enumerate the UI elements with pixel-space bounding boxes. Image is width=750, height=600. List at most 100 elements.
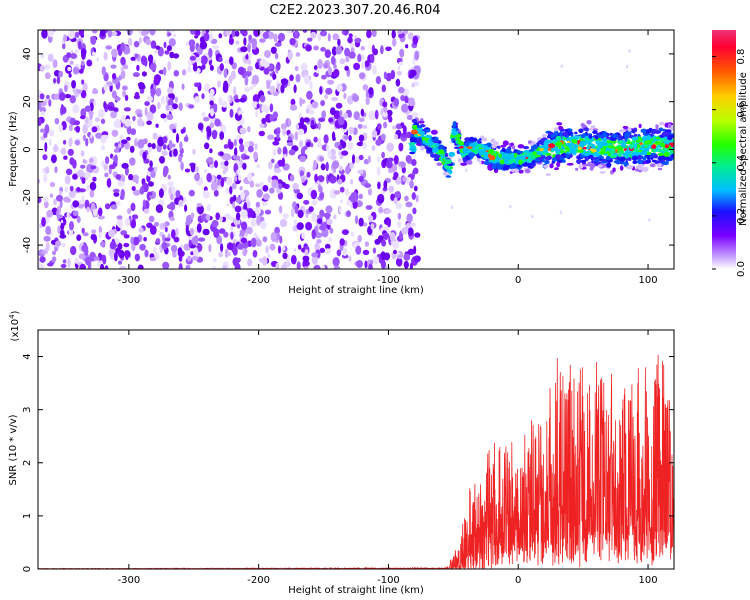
noise-speckle <box>100 136 107 144</box>
noise-speckle <box>232 201 236 209</box>
noise-speckle <box>383 106 388 113</box>
noise-speckle <box>184 168 191 173</box>
noise-speckle <box>296 222 304 231</box>
faint-speckle <box>465 168 468 173</box>
noise-speckle <box>209 64 214 71</box>
noise-speckle <box>414 50 420 61</box>
noise-speckle <box>39 128 46 133</box>
signal-speckle <box>640 156 648 159</box>
noise-speckle <box>372 48 379 56</box>
noise-speckle <box>91 126 98 133</box>
signal-speckle <box>601 133 608 138</box>
signal-speckle <box>511 168 515 173</box>
noise-speckle <box>323 134 329 144</box>
noise-speckle <box>247 126 251 133</box>
signal-speckle <box>565 153 570 159</box>
noise-speckle <box>98 108 105 119</box>
noise-speckle <box>79 263 86 269</box>
signal-speckle <box>491 143 497 149</box>
noise-speckle <box>319 226 327 231</box>
noise-speckle <box>274 42 282 47</box>
noise-speckle <box>122 64 129 70</box>
signal-speckle <box>438 145 443 151</box>
noise-speckle <box>280 84 285 94</box>
noise-speckle <box>364 60 370 68</box>
signal-speckle <box>499 160 505 165</box>
noise-speckle <box>305 221 313 231</box>
signal-speckle <box>601 158 608 162</box>
noise-speckle <box>130 56 136 61</box>
noise-speckle <box>409 69 417 77</box>
noise-speckle <box>60 263 67 269</box>
signal-speckle <box>445 175 452 178</box>
noise-speckle <box>65 198 72 203</box>
noise-speckle <box>211 220 219 228</box>
noise-speckle <box>311 229 317 240</box>
noise-speckle <box>150 40 157 49</box>
noise-speckle <box>269 243 276 251</box>
faint-speckle <box>397 66 401 70</box>
signal-speckle <box>641 166 649 172</box>
noise-speckle <box>224 59 231 64</box>
noise-speckle <box>248 60 252 65</box>
signal-speckle <box>543 164 549 168</box>
noise-speckle <box>219 63 224 72</box>
noise-speckle <box>173 148 178 157</box>
faint-speckle <box>479 160 482 165</box>
noise-speckle <box>335 46 343 55</box>
noise-speckle <box>93 100 97 107</box>
noise-speckle <box>202 190 210 199</box>
noise-speckle <box>149 62 157 71</box>
noise-speckle <box>395 78 401 87</box>
noise-speckle <box>333 214 337 220</box>
noise-speckle <box>163 165 169 175</box>
noise-speckle <box>366 30 372 39</box>
noise-speckle <box>54 117 60 125</box>
noise-speckle <box>54 246 58 252</box>
noise-speckle <box>282 252 288 260</box>
noise-speckle <box>406 213 413 223</box>
noise-speckle <box>219 131 225 140</box>
noise-speckle <box>68 73 72 78</box>
noise-speckle <box>100 118 106 125</box>
signal-speckle <box>425 136 429 142</box>
noise-speckle <box>347 36 353 44</box>
noise-speckle <box>164 50 170 55</box>
signal-speckle <box>540 152 548 156</box>
noise-speckle <box>406 114 413 121</box>
faint-speckle <box>154 50 157 54</box>
noise-speckle <box>325 243 331 250</box>
noise-speckle <box>234 205 242 213</box>
noise-speckle <box>66 52 72 59</box>
noise-speckle <box>364 241 370 247</box>
noise-speckle <box>319 247 326 254</box>
signal-speckle <box>583 127 589 132</box>
noise-speckle <box>188 189 195 197</box>
noise-speckle <box>329 227 334 234</box>
noise-speckle <box>150 170 156 178</box>
noise-speckle <box>144 57 148 67</box>
noise-speckle <box>112 107 118 112</box>
noise-speckle <box>64 175 71 185</box>
x-tick-label: -200 <box>247 575 270 586</box>
noise-speckle <box>104 203 111 210</box>
noise-speckle <box>289 174 295 182</box>
signal-speckle <box>633 149 638 153</box>
noise-speckle <box>126 136 131 141</box>
noise-speckle <box>274 168 282 174</box>
y-tick-label: -20 <box>22 189 33 205</box>
noise-speckle <box>130 202 136 212</box>
noise-speckle <box>128 173 134 181</box>
y-tick-label: 1 <box>22 513 33 519</box>
noise-speckle <box>97 207 103 217</box>
noise-speckle <box>401 227 409 235</box>
noise-speckle <box>111 48 118 58</box>
noise-speckle <box>338 151 343 156</box>
signal-speckle <box>431 129 438 135</box>
signal-speckle <box>589 148 594 152</box>
noise-speckle <box>137 139 145 149</box>
noise-speckle <box>239 127 247 135</box>
noise-speckle <box>104 172 109 178</box>
noise-speckle <box>85 138 89 147</box>
signal-speckle <box>567 131 574 134</box>
